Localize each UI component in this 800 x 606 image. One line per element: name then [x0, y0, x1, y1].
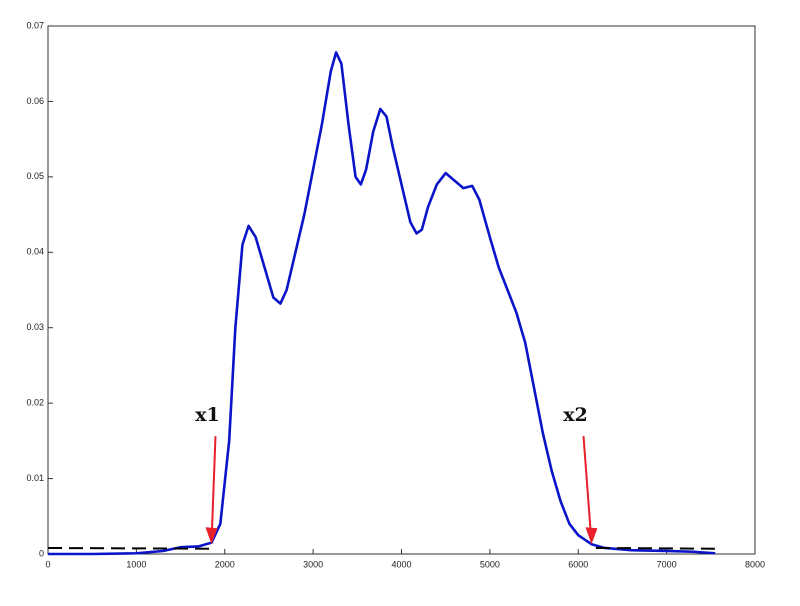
arrow-head [205, 527, 218, 545]
y-tick-label: 0.04 [26, 247, 44, 257]
annotation-arrow [210, 436, 217, 531]
plot-frame [47, 25, 756, 555]
x-tick-label: 5000 [480, 559, 500, 569]
arrow-head [585, 527, 598, 545]
x-tick-label: 3000 [303, 559, 323, 569]
x-tick-label: 2000 [215, 559, 235, 569]
y-tick-label: 0.07 [26, 20, 44, 30]
y-tick-label: 0.06 [26, 96, 44, 106]
y-tick-label: 0 [39, 548, 44, 558]
x-tick-label: 0 [45, 559, 50, 569]
annotation-label: x1 [195, 404, 220, 426]
annotation-arrow [582, 436, 592, 531]
line-series [47, 546, 720, 550]
x-tick-label: 4000 [391, 559, 411, 569]
y-tick-label: 0.02 [26, 398, 44, 408]
x-tick-label: 1000 [126, 559, 146, 569]
annotation-label: x2 [563, 404, 588, 426]
line-series [48, 51, 716, 556]
y-tick-label: 0.03 [26, 322, 44, 332]
x-tick-label: 6000 [568, 559, 588, 569]
x-tick-label: 8000 [745, 559, 765, 569]
y-tick-label: 0.05 [26, 171, 44, 181]
x-tick-label: 7000 [657, 559, 677, 569]
y-tick-label: 0.01 [26, 473, 44, 483]
